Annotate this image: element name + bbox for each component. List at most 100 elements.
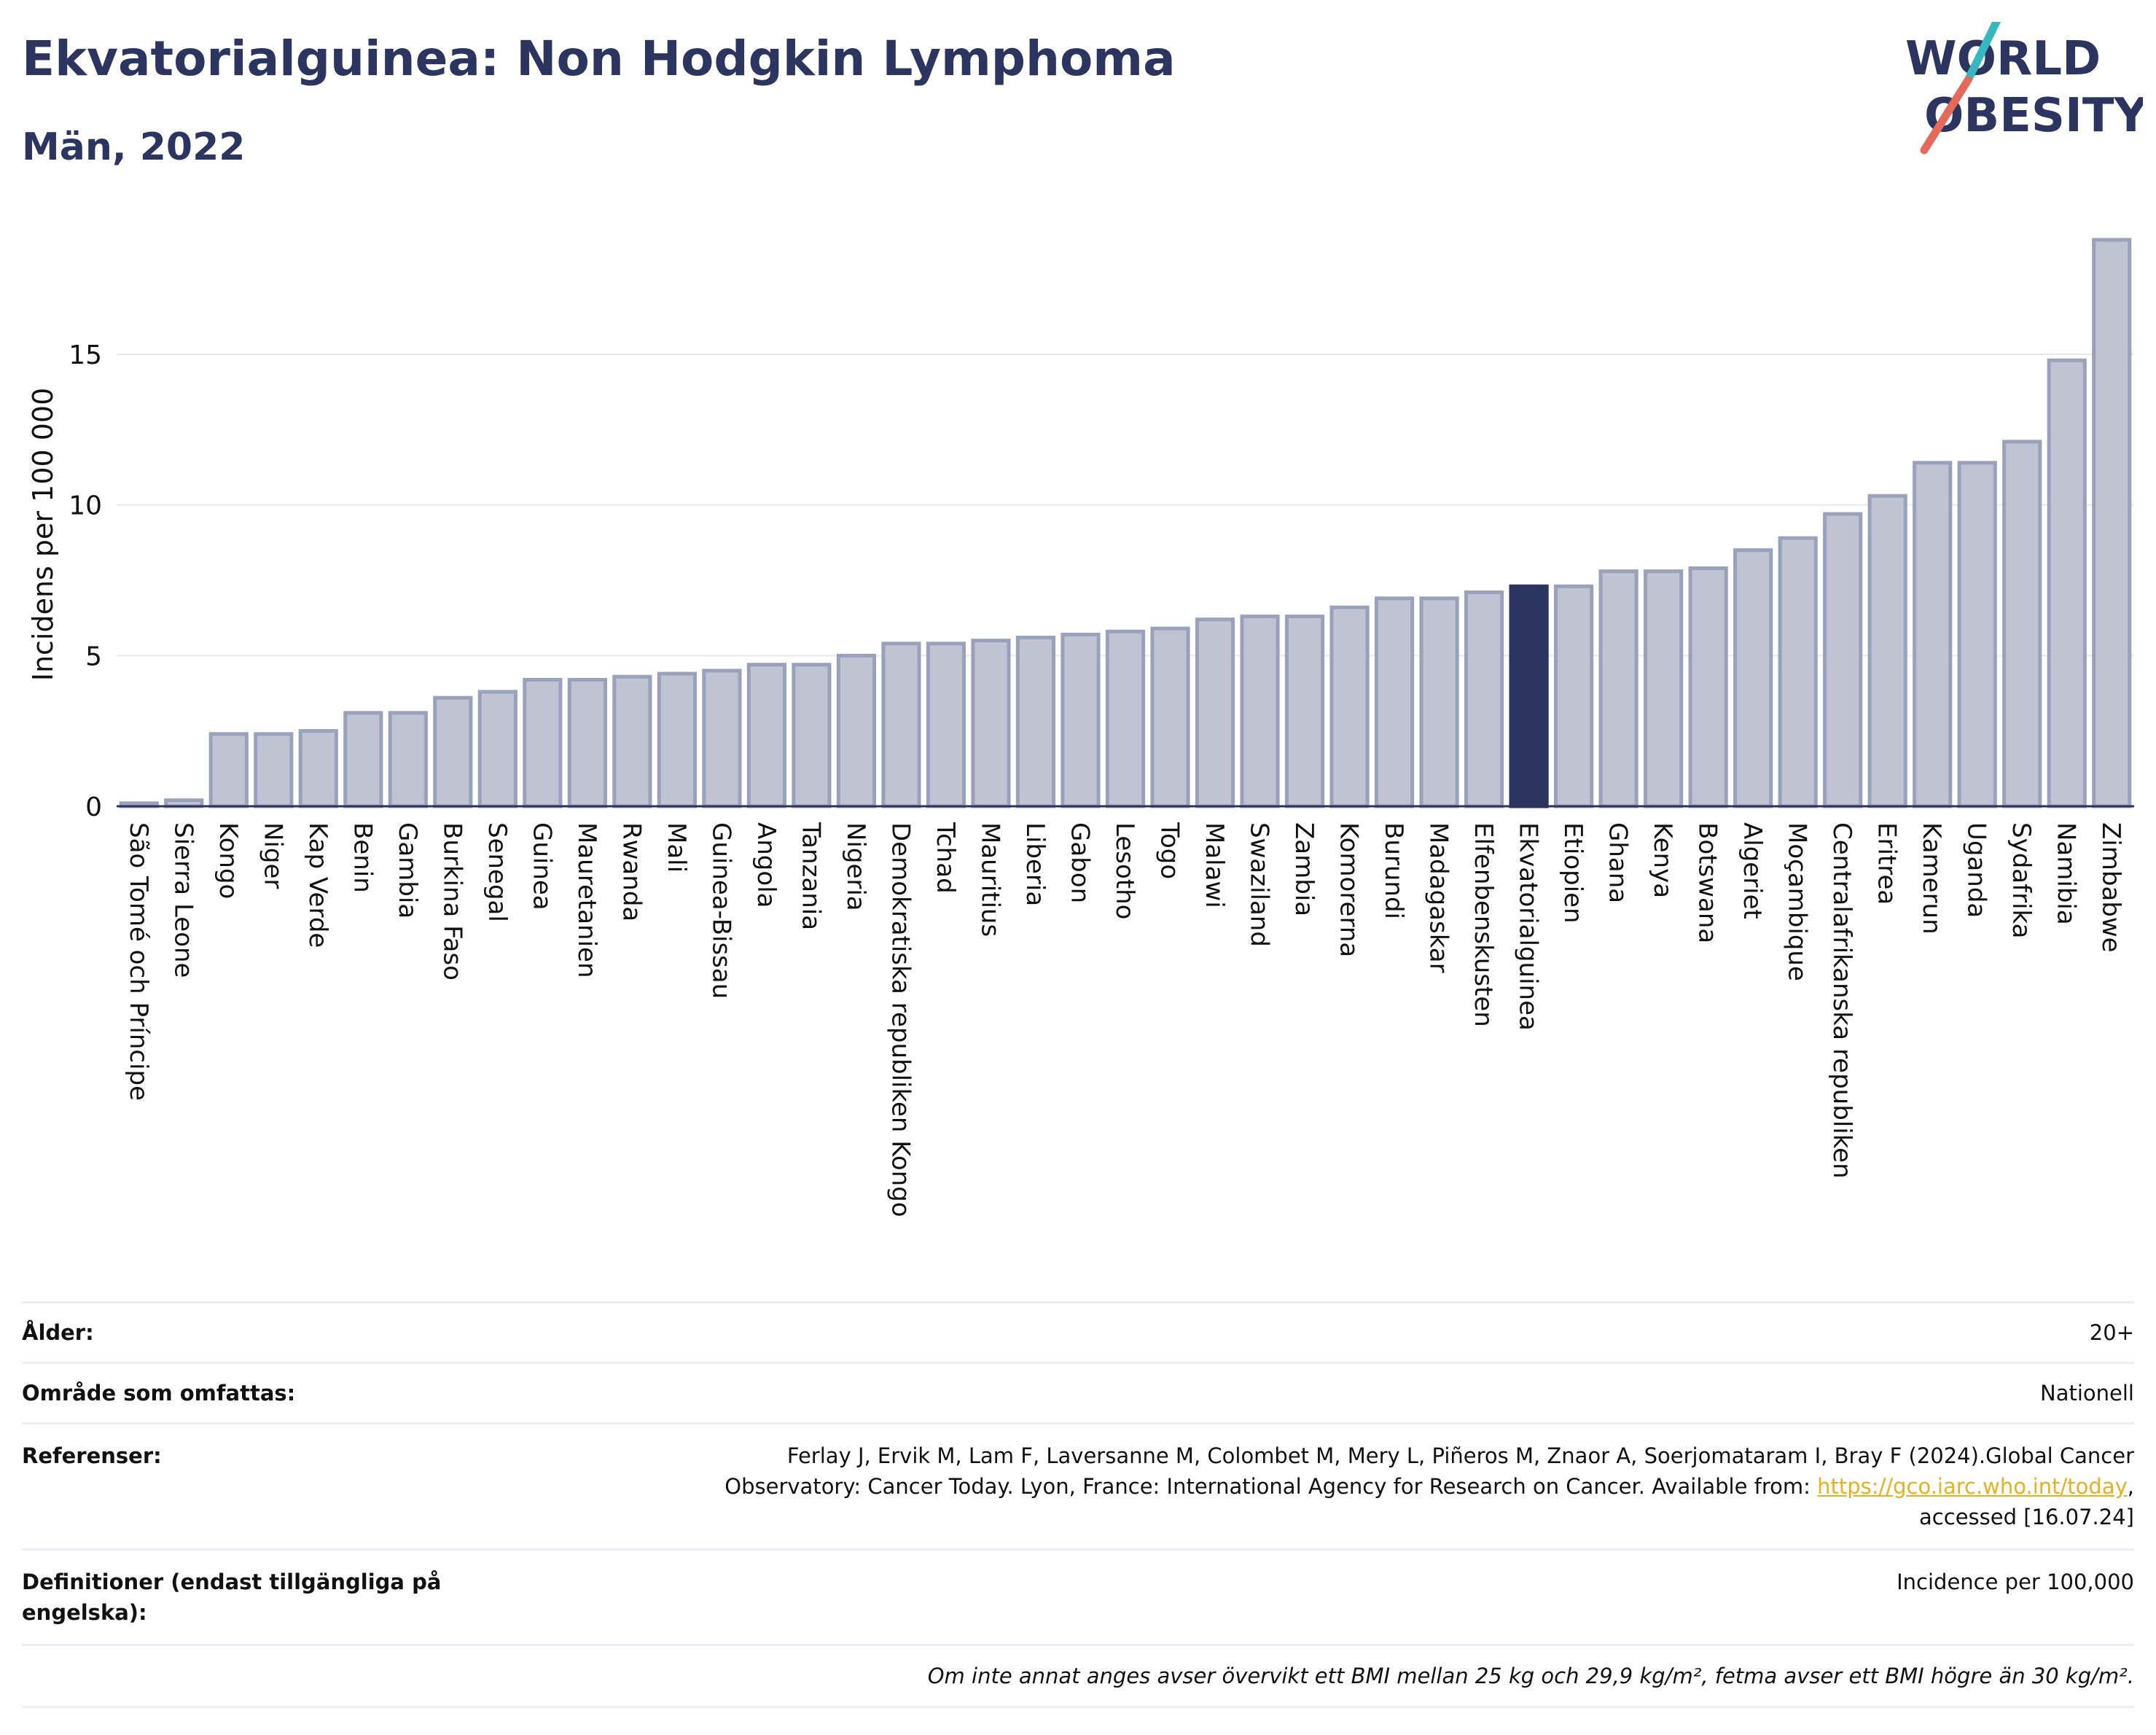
x-tick-label: Malawi — [1200, 822, 1229, 908]
x-tick-label: Burundi — [1379, 822, 1408, 919]
references-comma: , — [2127, 1474, 2134, 1499]
y-tick-label: 0 — [85, 792, 102, 822]
bar-nigeria — [836, 653, 877, 808]
bar-algeriet — [1733, 548, 1773, 808]
x-tick-label: Etiopien — [1558, 822, 1587, 924]
references-text: Ferlay J, Ervik M, Lam F, Laversanne M, … — [724, 1440, 2134, 1532]
x-tick-label: Gabon — [1065, 822, 1094, 903]
bar-etiopien — [1554, 584, 1594, 808]
bar-mali — [657, 671, 697, 808]
y-axis-ticks: 0 5 10 15 — [69, 340, 102, 822]
x-tick-label: Centralafrikanska republiken — [1827, 822, 1856, 1179]
x-tick-label: Kenya — [1648, 822, 1677, 898]
x-tick-label: Ekvatorialguinea — [1514, 822, 1543, 1031]
bar-angola — [746, 663, 787, 808]
bar-gambia — [388, 711, 428, 808]
bar-liberia — [1015, 636, 1056, 808]
area-label: Område som omfattas: — [22, 1381, 296, 1405]
info-row-note: Om inte annat anges avser övervikt ett B… — [22, 1644, 2134, 1708]
bar-tanzania — [792, 663, 832, 808]
bar-ghana — [1598, 569, 1639, 808]
x-tick-label: Madagaskar — [1424, 822, 1453, 973]
references-line-3: accessed [16.07.24] — [1919, 1505, 2134, 1529]
references-label: Referenser: — [22, 1443, 162, 1468]
x-tick-label: Nigeria — [841, 822, 870, 911]
references-line-1: Ferlay J, Ervik M, Lam F, Laversanne M, … — [786, 1443, 2134, 1468]
x-tick-label: Sierra Leone — [168, 822, 198, 978]
x-tick-label: Lesotho — [1110, 822, 1139, 919]
references-link[interactable]: https://gco.iarc.who.int/today — [1817, 1474, 2128, 1499]
x-tick-label: Swaziland — [1245, 822, 1274, 947]
x-tick-label: Liberia — [1020, 822, 1050, 906]
references-line-2: Observatory: Cancer Today. Lyon, France:… — [724, 1474, 1811, 1499]
x-tick-label: Moçambique — [1783, 822, 1812, 981]
bar-kongo — [208, 732, 249, 808]
x-tick-label: Algeriet — [1738, 822, 1767, 919]
x-tick-label: Zimbabwe — [2096, 822, 2125, 953]
logo-line1: WORLD — [1905, 32, 2101, 86]
bar-togo — [1150, 626, 1190, 808]
bar-burkina-faso — [433, 695, 473, 808]
x-tick-label: Gambia — [393, 822, 422, 919]
x-tick-label: Tanzania — [796, 822, 825, 930]
x-tick-label: Demokratiska republiken Kongo — [886, 822, 915, 1217]
bar-zambia — [1284, 615, 1325, 808]
page-title: Ekvatorialguinea: Non Hodgkin Lymphoma — [22, 31, 1176, 87]
bar-senegal — [477, 690, 517, 808]
bar-komorerna — [1329, 605, 1370, 808]
info-row-references: Referenser: Ferlay J, Ervik M, Lam F, La… — [22, 1422, 2134, 1548]
bar-mo-ambique — [1778, 536, 1818, 808]
bar-swaziland — [1240, 615, 1280, 808]
bar-zimbabwe — [2092, 238, 2132, 808]
bar-elfenbenskusten — [1464, 590, 1504, 808]
x-tick-label: Mauretanien — [572, 822, 601, 978]
x-tick-label: Niger — [258, 822, 287, 889]
x-tick-label: Botswana — [1693, 822, 1722, 943]
x-tick-label: Namibia — [2052, 822, 2081, 925]
bar-tchad — [926, 642, 966, 808]
x-tick-label: Guinea — [527, 822, 556, 911]
bar-benin — [343, 711, 383, 808]
area-value: Nationell — [2040, 1381, 2134, 1405]
bmi-note: Om inte annat anges avser övervikt ett B… — [927, 1664, 2134, 1688]
bar-namibia — [2047, 358, 2087, 808]
x-tick-label: São Tomé och Príncipe — [124, 822, 153, 1101]
bar-guinea-bissau — [702, 668, 742, 808]
world-obesity-logo: WORLD OBESITY — [1905, 22, 2143, 155]
info-row-area: Område som omfattas: Nationell — [22, 1362, 2134, 1422]
bar-guinea — [523, 677, 563, 808]
bar-demokratiska-republiken-kongo — [881, 642, 921, 808]
info-row-definitions: Definitioner (endast tillgängliga på eng… — [22, 1548, 2134, 1644]
info-table: Ålder: 20+ Område som omfattas: Nationel… — [22, 1301, 2134, 1708]
y-tick-label: 15 — [69, 340, 102, 370]
x-tick-label: Ghana — [1604, 822, 1633, 903]
x-axis-ticks: São Tomé och Príncipe Sierra Leone Kongo Ni… — [124, 822, 2125, 1217]
definitions-label-line-2: engelska): — [22, 1600, 147, 1625]
bar-lesotho — [1105, 629, 1146, 808]
bar-ekvatorialguinea — [1509, 584, 1549, 808]
bar-rwanda — [612, 674, 652, 808]
definitions-label-line-1: Definitioner (endast tillgängliga på — [22, 1570, 442, 1594]
page-subtitle: Män, 2022 — [22, 125, 246, 169]
bar-burundi — [1374, 596, 1415, 808]
y-tick-label: 10 — [69, 491, 102, 521]
x-tick-label: Senegal — [483, 822, 512, 922]
x-tick-label: Burkina Faso — [437, 822, 466, 980]
x-tick-label: Uganda — [1962, 822, 1991, 918]
info-row-age: Ålder: 20+ — [22, 1301, 2134, 1362]
x-tick-label: Kamerun — [1917, 822, 1946, 935]
x-tick-label: Benin — [348, 822, 377, 893]
bar-gabon — [1061, 632, 1101, 808]
x-tick-label: Togo — [1155, 822, 1184, 879]
bar-botswana — [1688, 566, 1728, 808]
bar-mauritius — [971, 639, 1011, 808]
bar-madagaskar — [1419, 596, 1459, 808]
x-tick-label: Mauritius — [975, 822, 1004, 937]
bar-uganda — [1957, 461, 1997, 808]
x-tick-label: Guinea-Bissau — [706, 822, 735, 999]
bar-kenya — [1644, 569, 1684, 808]
chart-bars — [119, 238, 2132, 808]
bar-kamerun — [1913, 461, 1953, 808]
age-label: Ålder: — [22, 1320, 94, 1345]
x-tick-label: Kap Verde — [303, 822, 332, 948]
